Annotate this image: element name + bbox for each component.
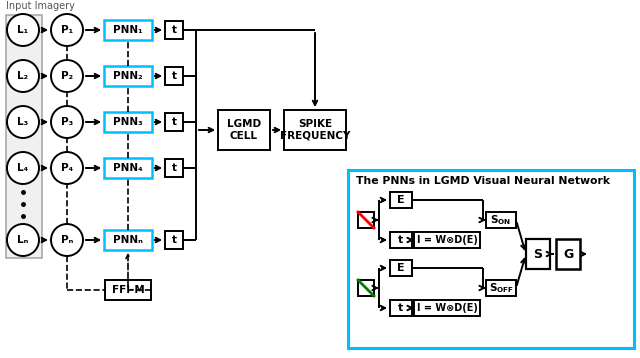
Text: Lₙ: Lₙ — [17, 235, 29, 245]
Bar — [414, 300, 480, 316]
Text: t: t — [398, 235, 404, 245]
Text: Pₙ: Pₙ — [61, 235, 73, 245]
Bar — [104, 230, 152, 250]
Circle shape — [7, 152, 39, 184]
Text: P₃: P₃ — [61, 117, 73, 127]
Bar — [104, 20, 152, 40]
Text: PNN₄: PNN₄ — [113, 163, 143, 173]
Bar — [165, 21, 183, 39]
Bar — [526, 239, 550, 269]
Bar — [390, 260, 412, 276]
Bar — [165, 159, 183, 177]
Bar — [165, 113, 183, 131]
Circle shape — [51, 106, 83, 138]
Text: SPIKE
FREQUENCY: SPIKE FREQUENCY — [280, 119, 350, 141]
Text: E: E — [397, 263, 405, 273]
Bar — [486, 280, 516, 296]
Bar — [105, 280, 151, 300]
Bar — [414, 232, 480, 248]
Text: t: t — [398, 303, 404, 313]
Text: S$_{\mathbf{ON}}$: S$_{\mathbf{ON}}$ — [490, 213, 511, 227]
Text: t: t — [172, 163, 177, 173]
Text: P₂: P₂ — [61, 71, 73, 81]
Text: PNN₃: PNN₃ — [113, 117, 143, 127]
Text: PNN₂: PNN₂ — [113, 71, 143, 81]
Circle shape — [51, 60, 83, 92]
Text: t: t — [172, 25, 177, 35]
Text: S$_{\mathbf{OFF}}$: S$_{\mathbf{OFF}}$ — [488, 281, 513, 295]
Bar — [390, 300, 412, 316]
Text: PNN₁: PNN₁ — [113, 25, 143, 35]
Bar — [6, 15, 42, 258]
Circle shape — [51, 152, 83, 184]
Bar — [165, 231, 183, 249]
Text: t: t — [172, 235, 177, 245]
Circle shape — [51, 14, 83, 46]
Bar — [390, 192, 412, 208]
Text: P₄: P₄ — [61, 163, 73, 173]
Circle shape — [7, 14, 39, 46]
Bar — [284, 110, 346, 150]
Text: L₁: L₁ — [17, 25, 29, 35]
Text: LGMD
CELL: LGMD CELL — [227, 119, 261, 141]
Bar — [358, 280, 374, 296]
Text: FFI-M: FFI-M — [111, 285, 145, 295]
Circle shape — [7, 60, 39, 92]
Bar — [486, 212, 516, 228]
Bar — [348, 170, 634, 348]
Text: P₁: P₁ — [61, 25, 73, 35]
Circle shape — [7, 224, 39, 256]
Bar — [218, 110, 270, 150]
Text: t: t — [172, 117, 177, 127]
Text: S: S — [534, 247, 543, 261]
Bar — [104, 112, 152, 132]
Bar — [358, 212, 374, 228]
Text: PNNₙ: PNNₙ — [113, 235, 143, 245]
Text: The PNNs in LGMD Visual Neural Network: The PNNs in LGMD Visual Neural Network — [356, 176, 610, 186]
Text: I = W⊗D(E): I = W⊗D(E) — [417, 303, 477, 313]
Circle shape — [51, 224, 83, 256]
Text: I = W⊗D(E): I = W⊗D(E) — [417, 235, 477, 245]
Circle shape — [7, 106, 39, 138]
Text: E: E — [397, 195, 405, 205]
Bar — [104, 158, 152, 178]
Bar — [104, 66, 152, 86]
Text: L₃: L₃ — [17, 117, 29, 127]
Text: G: G — [563, 247, 573, 261]
Text: L₄: L₄ — [17, 163, 29, 173]
Text: Input Imagery: Input Imagery — [6, 1, 75, 11]
Text: t: t — [172, 71, 177, 81]
Text: L₂: L₂ — [17, 71, 29, 81]
Bar — [165, 67, 183, 85]
Bar — [390, 232, 412, 248]
Bar — [556, 239, 580, 269]
